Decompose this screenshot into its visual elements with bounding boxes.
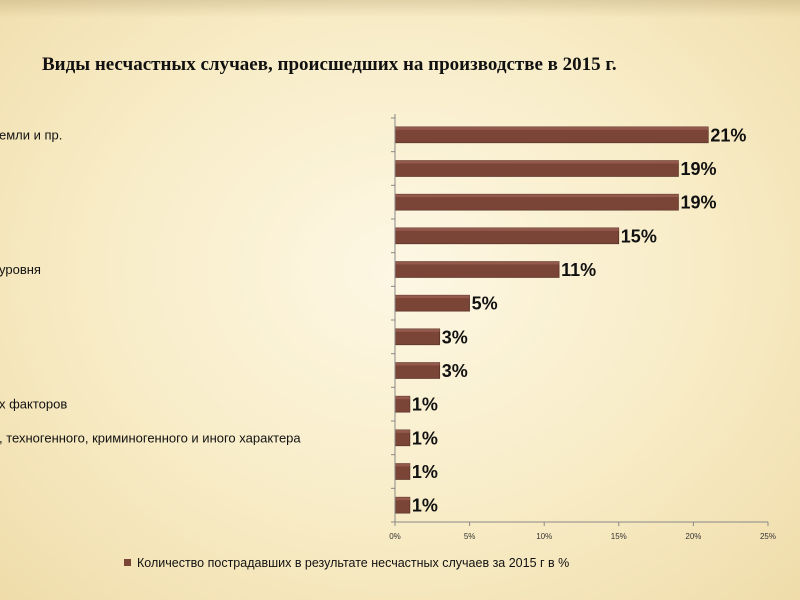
legend-label: Количество пострадавших в результате нес… bbox=[137, 556, 569, 570]
bar-highlight bbox=[395, 261, 560, 265]
bar-highlight bbox=[395, 160, 679, 164]
bar-highlight bbox=[395, 497, 410, 501]
value-label: 3% bbox=[442, 327, 468, 347]
value-label: 1% bbox=[412, 462, 438, 482]
category-labels: емли и пр. уровня х факторов , техногенного… bbox=[0, 127, 301, 445]
x-tick-label: 5% bbox=[464, 532, 476, 541]
value-labels: 21%19%19%15%11%5%3%3%1%1%1%1% bbox=[412, 125, 746, 515]
bar-highlight bbox=[395, 126, 709, 130]
value-label: 21% bbox=[710, 125, 746, 145]
x-tick-label: 15% bbox=[611, 532, 627, 541]
bar-highlight bbox=[395, 429, 410, 433]
bar-highlight bbox=[395, 194, 679, 198]
value-label: 1% bbox=[412, 428, 438, 448]
value-label: 5% bbox=[472, 294, 498, 314]
bar-highlight bbox=[395, 328, 440, 332]
category-label: емли и пр. bbox=[0, 127, 62, 142]
bar-highlight bbox=[395, 362, 440, 366]
bar-highlight bbox=[395, 463, 410, 467]
value-label: 3% bbox=[442, 361, 468, 381]
x-tick-label: 20% bbox=[685, 532, 701, 541]
value-label: 19% bbox=[680, 159, 716, 179]
value-label: 1% bbox=[412, 395, 438, 415]
legend-swatch bbox=[124, 559, 131, 566]
x-tick-label: 10% bbox=[536, 532, 552, 541]
category-label: уровня bbox=[0, 262, 41, 277]
axes: 0% 5% 10% 15% 20% 25% bbox=[389, 114, 776, 541]
bar-highlight bbox=[395, 227, 619, 231]
value-label: 1% bbox=[412, 496, 438, 516]
value-label: 11% bbox=[561, 260, 596, 280]
bar-highlight bbox=[395, 295, 470, 299]
slide-title: Виды несчастных случаев, происшедших на … bbox=[42, 54, 617, 75]
category-label: х факторов bbox=[0, 397, 67, 412]
category-label: , техногенного, криминогенного и иного х… bbox=[0, 430, 301, 445]
x-tick-label: 25% bbox=[760, 532, 776, 541]
legend: Количество пострадавших в результате нес… bbox=[124, 556, 569, 570]
value-label: 19% bbox=[680, 193, 716, 213]
x-tick-label: 0% bbox=[389, 532, 401, 541]
value-label: 15% bbox=[621, 226, 657, 246]
bar-highlight bbox=[395, 396, 410, 400]
bars bbox=[394, 126, 709, 514]
